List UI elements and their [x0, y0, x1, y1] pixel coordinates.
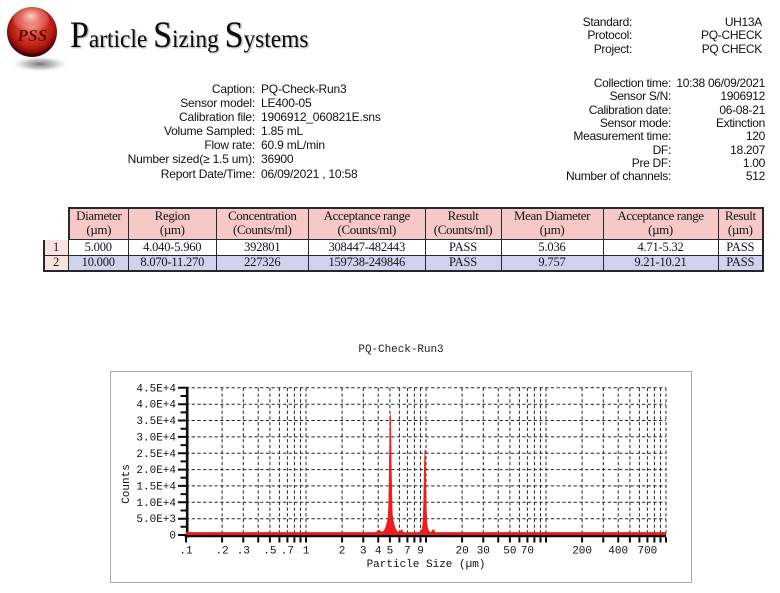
svg-text:Counts: Counts — [121, 464, 133, 504]
svg-text:2.5E+4: 2.5E+4 — [136, 449, 176, 461]
svg-text:20: 20 — [455, 546, 468, 558]
svg-text:7: 7 — [404, 546, 411, 558]
svg-text:.3: .3 — [237, 546, 250, 558]
svg-text:3.5E+4: 3.5E+4 — [136, 416, 176, 428]
svg-text:70: 70 — [521, 546, 534, 558]
svg-text:400: 400 — [608, 546, 628, 558]
svg-text:4: 4 — [375, 546, 382, 558]
svg-text:5: 5 — [387, 546, 394, 558]
svg-text:5.0E+3: 5.0E+3 — [136, 514, 176, 526]
svg-text:700: 700 — [637, 546, 657, 558]
svg-text:1: 1 — [303, 546, 310, 558]
svg-text:.1: .1 — [179, 546, 193, 558]
svg-text:PSS: PSS — [16, 26, 47, 45]
svg-text:0: 0 — [169, 531, 176, 543]
svg-text:3.0E+4: 3.0E+4 — [136, 432, 176, 444]
svg-text:4.5E+4: 4.5E+4 — [136, 383, 176, 395]
svg-text:9: 9 — [417, 546, 424, 558]
svg-text:1.0E+4: 1.0E+4 — [136, 498, 176, 510]
svg-text:.5: .5 — [263, 546, 276, 558]
svg-text:2.0E+4: 2.0E+4 — [136, 465, 176, 477]
svg-text:2: 2 — [339, 546, 346, 558]
svg-text:50: 50 — [503, 546, 516, 558]
svg-text:.2: .2 — [215, 546, 228, 558]
svg-text:.7: .7 — [281, 546, 294, 558]
svg-text:30: 30 — [477, 546, 490, 558]
svg-text:4.0E+4: 4.0E+4 — [136, 400, 176, 412]
svg-text:3: 3 — [360, 546, 367, 558]
svg-text:Particle Size (µm): Particle Size (µm) — [367, 559, 486, 571]
svg-text:200: 200 — [572, 546, 592, 558]
svg-text:1.5E+4: 1.5E+4 — [136, 481, 176, 493]
